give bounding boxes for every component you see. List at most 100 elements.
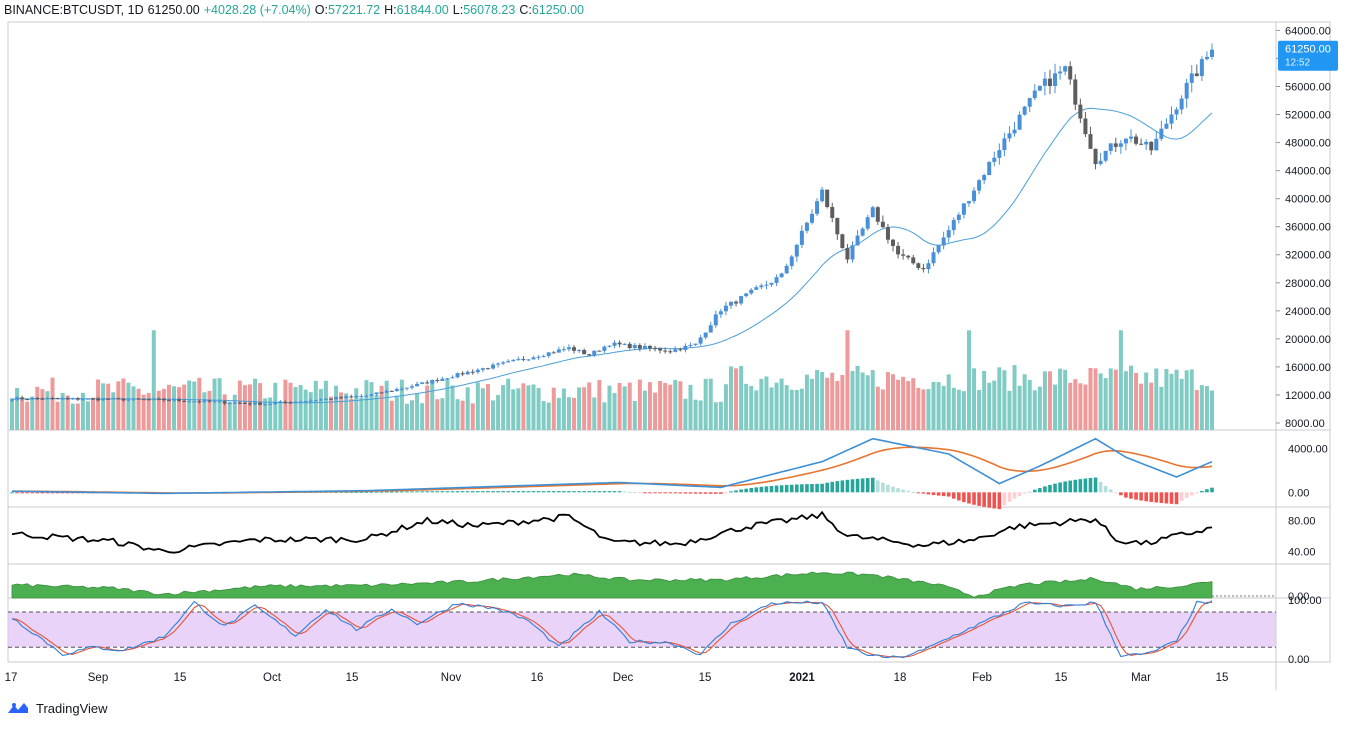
volume-bar bbox=[1073, 379, 1078, 430]
volume-bar bbox=[1058, 368, 1063, 430]
volume-bar bbox=[354, 388, 359, 430]
volume-bar bbox=[835, 380, 840, 430]
area-tick-label: 0.00 bbox=[1288, 591, 1309, 603]
candle bbox=[516, 356, 521, 361]
candle bbox=[1194, 64, 1199, 77]
volume-bar bbox=[1113, 369, 1118, 430]
macd-histogram-bar bbox=[825, 482, 829, 493]
volume-bar bbox=[1210, 390, 1214, 430]
candle bbox=[916, 262, 921, 271]
candle bbox=[825, 189, 830, 209]
candle bbox=[921, 263, 926, 273]
macd-histogram-bar bbox=[395, 491, 399, 493]
macd-histogram-bar bbox=[719, 492, 723, 494]
candle bbox=[501, 361, 506, 366]
volume-bar bbox=[232, 394, 237, 430]
volume-bar bbox=[896, 379, 901, 430]
price-tick-label: 8000.00 bbox=[1285, 418, 1325, 430]
candle-body bbox=[673, 349, 678, 352]
candle-body bbox=[101, 398, 106, 401]
candle bbox=[318, 398, 323, 402]
volume-bar bbox=[318, 388, 323, 430]
macd-histogram-bar bbox=[389, 491, 394, 493]
volume-bar bbox=[734, 368, 739, 430]
candle-body bbox=[1073, 79, 1078, 105]
candle bbox=[491, 362, 496, 370]
candle-body bbox=[820, 189, 825, 202]
candle bbox=[566, 344, 571, 352]
candle-body bbox=[607, 345, 612, 347]
candle-body bbox=[349, 396, 354, 398]
candle bbox=[106, 398, 111, 400]
time-tick-label: 17 bbox=[5, 672, 18, 684]
volume-bar bbox=[769, 387, 774, 430]
price-axis: 64000.0060000.0056000.0052000.0048000.00… bbox=[1276, 25, 1331, 430]
candle bbox=[941, 231, 946, 250]
volume-bar bbox=[156, 390, 161, 430]
macd-histogram-bar bbox=[415, 491, 419, 493]
volume-bar bbox=[1194, 390, 1199, 430]
macd-histogram-bar bbox=[830, 481, 835, 493]
candle-body bbox=[764, 284, 769, 286]
volume-bar bbox=[536, 388, 541, 430]
candle-body bbox=[906, 255, 911, 258]
macd-histogram-bar bbox=[1189, 492, 1194, 496]
macd-histogram-bar bbox=[698, 492, 703, 494]
volume-bar bbox=[541, 401, 546, 430]
candlesticks bbox=[10, 43, 1214, 406]
volume-bar bbox=[394, 395, 399, 430]
macd-histogram-bar bbox=[1083, 478, 1088, 493]
volume-bar bbox=[810, 378, 814, 430]
candle-body bbox=[531, 357, 536, 360]
candle bbox=[1078, 98, 1083, 124]
candle bbox=[617, 340, 622, 348]
volume-bar bbox=[602, 402, 607, 430]
candle-body bbox=[232, 402, 237, 404]
tradingview-branding[interactable]: TradingView bbox=[6, 700, 108, 716]
candle-body bbox=[1103, 150, 1108, 161]
macd-histogram-bar bbox=[521, 491, 526, 493]
candle bbox=[1103, 150, 1108, 163]
macd-histogram-bar bbox=[60, 492, 65, 494]
price-tick-label: 24000.00 bbox=[1285, 306, 1331, 318]
volume-bar bbox=[151, 330, 156, 430]
candle-body bbox=[288, 402, 293, 404]
macd-histogram-bar bbox=[648, 492, 652, 494]
volume-bar bbox=[450, 385, 455, 430]
candle bbox=[703, 332, 708, 340]
macd-histogram-bar bbox=[551, 491, 556, 493]
candle-body bbox=[50, 398, 55, 400]
stoch-d-line bbox=[11, 601, 1213, 658]
macd-histogram-bar bbox=[1088, 477, 1093, 493]
macd-histogram-bar bbox=[1108, 489, 1113, 493]
candle-body bbox=[359, 396, 364, 398]
candle-body bbox=[1149, 141, 1154, 151]
candle-body bbox=[1022, 106, 1027, 115]
macd-histogram-bar bbox=[1113, 492, 1118, 494]
candle-body bbox=[708, 325, 713, 333]
candle-body bbox=[769, 282, 774, 285]
candle bbox=[911, 254, 916, 265]
macd-histogram-bar bbox=[906, 490, 911, 493]
macd-histogram-bar bbox=[587, 491, 592, 493]
macd-histogram-bar bbox=[511, 491, 516, 493]
macd-histogram-bar bbox=[951, 492, 956, 499]
macd-histogram-bar bbox=[1179, 492, 1184, 501]
volume-bar bbox=[511, 389, 516, 430]
macd-histogram-bar bbox=[779, 485, 784, 493]
volume-bar bbox=[551, 387, 556, 430]
candle-body bbox=[65, 398, 70, 400]
volume-bar bbox=[415, 393, 420, 430]
candle bbox=[470, 369, 475, 375]
candle-body bbox=[1063, 66, 1068, 72]
macd-histogram-bar bbox=[865, 478, 870, 493]
candle-body bbox=[880, 221, 885, 228]
candle-body bbox=[334, 397, 339, 400]
macd-histogram-bar bbox=[840, 480, 845, 493]
macd-histogram-bar bbox=[1068, 480, 1073, 493]
candle bbox=[592, 350, 597, 358]
volume-bar bbox=[182, 384, 187, 430]
macd-histogram-bar bbox=[815, 483, 819, 493]
candle bbox=[70, 397, 75, 400]
